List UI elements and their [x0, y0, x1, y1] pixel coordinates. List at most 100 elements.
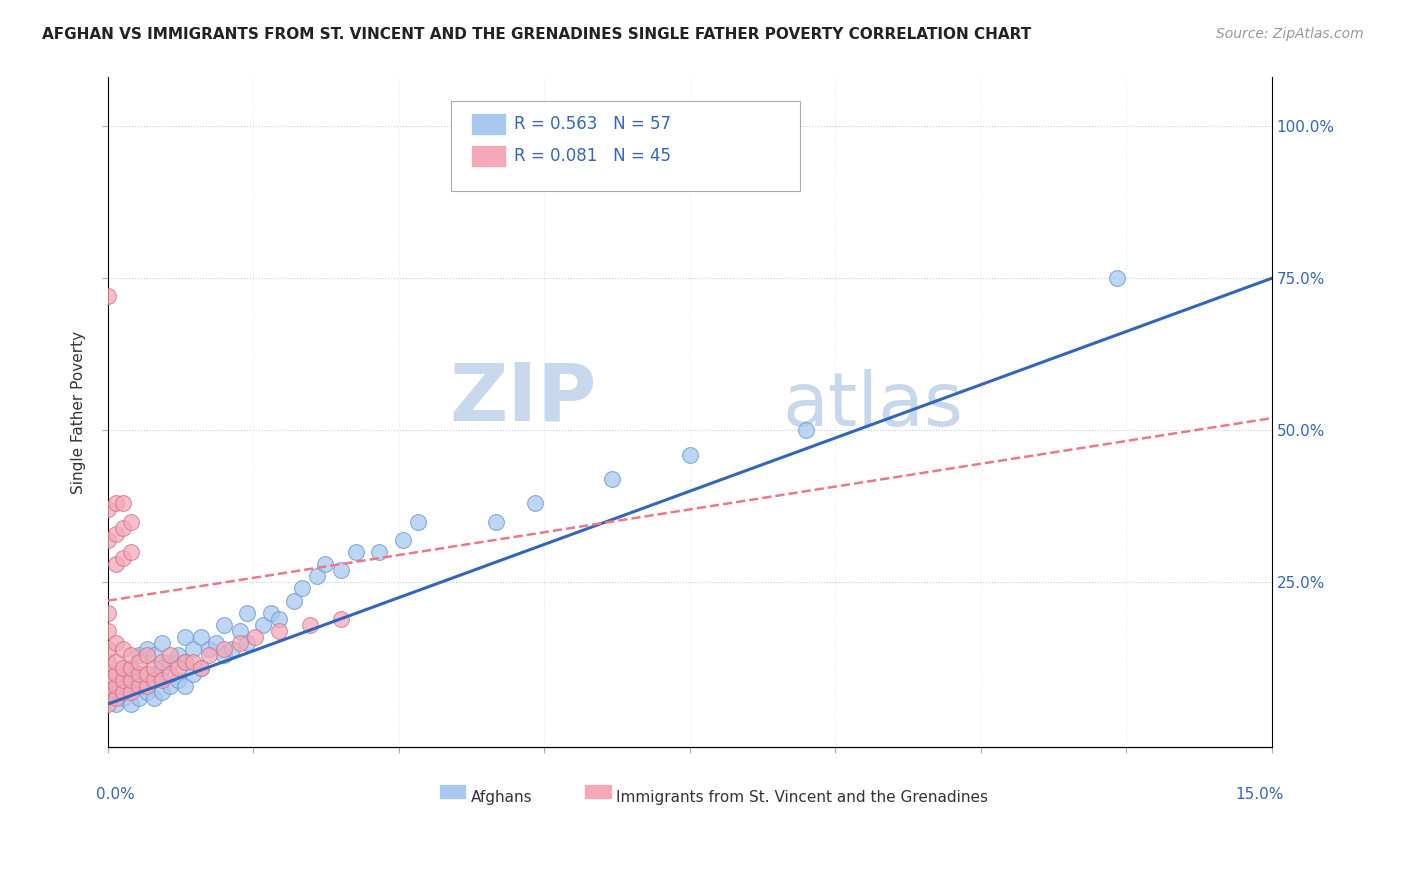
Point	[97, 679, 120, 693]
Point	[329, 612, 352, 626]
Point	[104, 526, 127, 541]
Point	[120, 648, 142, 663]
Point	[150, 660, 173, 674]
Point	[97, 666, 120, 681]
Point	[128, 666, 150, 681]
Point	[159, 666, 181, 681]
Point	[181, 642, 204, 657]
Point	[150, 655, 173, 669]
Text: atlas: atlas	[783, 369, 965, 442]
Point	[159, 655, 181, 669]
Point	[104, 697, 127, 711]
Point	[391, 533, 413, 547]
Point	[143, 691, 166, 706]
Point	[112, 691, 135, 706]
Point	[314, 557, 336, 571]
Point	[150, 636, 173, 650]
Point	[150, 673, 173, 687]
Point	[97, 655, 120, 669]
Text: Afghans: Afghans	[471, 789, 533, 805]
Point	[135, 642, 157, 657]
Point	[174, 679, 197, 693]
Point	[112, 660, 135, 674]
Point	[128, 655, 150, 669]
Point	[112, 685, 135, 699]
Point	[190, 660, 212, 674]
Bar	[440, 786, 465, 797]
Point	[104, 636, 127, 650]
Text: R = 0.563   N = 57: R = 0.563 N = 57	[515, 114, 671, 133]
Point	[181, 655, 204, 669]
Point	[236, 636, 259, 650]
Point	[245, 630, 267, 644]
Point	[267, 612, 290, 626]
Point	[406, 515, 429, 529]
Point	[97, 502, 120, 516]
Point	[112, 496, 135, 510]
Text: Source: ZipAtlas.com: Source: ZipAtlas.com	[1216, 27, 1364, 41]
Point	[174, 655, 197, 669]
Point	[112, 642, 135, 657]
Point	[143, 660, 166, 674]
Text: 0.0%: 0.0%	[96, 787, 135, 802]
Point	[135, 666, 157, 681]
Point	[190, 660, 212, 674]
Point	[104, 655, 127, 669]
Point	[104, 685, 127, 699]
Point	[236, 606, 259, 620]
Point	[197, 642, 219, 657]
Point	[190, 630, 212, 644]
Point	[97, 624, 120, 638]
Point	[212, 618, 235, 632]
Point	[135, 679, 157, 693]
Point	[120, 515, 142, 529]
Point	[143, 673, 166, 687]
Point	[104, 673, 127, 687]
Point	[283, 593, 305, 607]
Point	[120, 660, 142, 674]
Point	[97, 673, 120, 687]
Point	[166, 660, 188, 674]
Point	[159, 679, 181, 693]
Point	[104, 557, 127, 571]
Point	[120, 679, 142, 693]
Point	[181, 666, 204, 681]
Point	[329, 563, 352, 577]
Y-axis label: Single Father Poverty: Single Father Poverty	[72, 331, 86, 493]
Point	[104, 666, 127, 681]
Text: ZIP: ZIP	[450, 359, 596, 438]
Point	[166, 673, 188, 687]
Point	[344, 545, 367, 559]
Point	[120, 685, 142, 699]
Point	[143, 666, 166, 681]
Point	[291, 582, 314, 596]
Point	[112, 521, 135, 535]
Point	[1105, 271, 1128, 285]
Point	[298, 618, 321, 632]
Point	[112, 673, 135, 687]
Point	[128, 648, 150, 663]
Point	[97, 642, 120, 657]
Point	[97, 289, 120, 303]
Point	[128, 673, 150, 687]
Point	[104, 691, 127, 706]
Point	[212, 648, 235, 663]
Point	[267, 624, 290, 638]
Point	[523, 496, 546, 510]
Point	[120, 697, 142, 711]
Point	[197, 648, 219, 663]
Point	[120, 673, 142, 687]
Point	[104, 679, 127, 693]
Point	[143, 648, 166, 663]
Point	[135, 685, 157, 699]
Point	[174, 630, 197, 644]
Point	[97, 697, 120, 711]
Point	[600, 472, 623, 486]
Point	[135, 666, 157, 681]
Text: 15.0%: 15.0%	[1234, 787, 1284, 802]
Point	[260, 606, 283, 620]
Point	[212, 642, 235, 657]
Point	[128, 691, 150, 706]
Point	[221, 642, 243, 657]
Point	[104, 496, 127, 510]
